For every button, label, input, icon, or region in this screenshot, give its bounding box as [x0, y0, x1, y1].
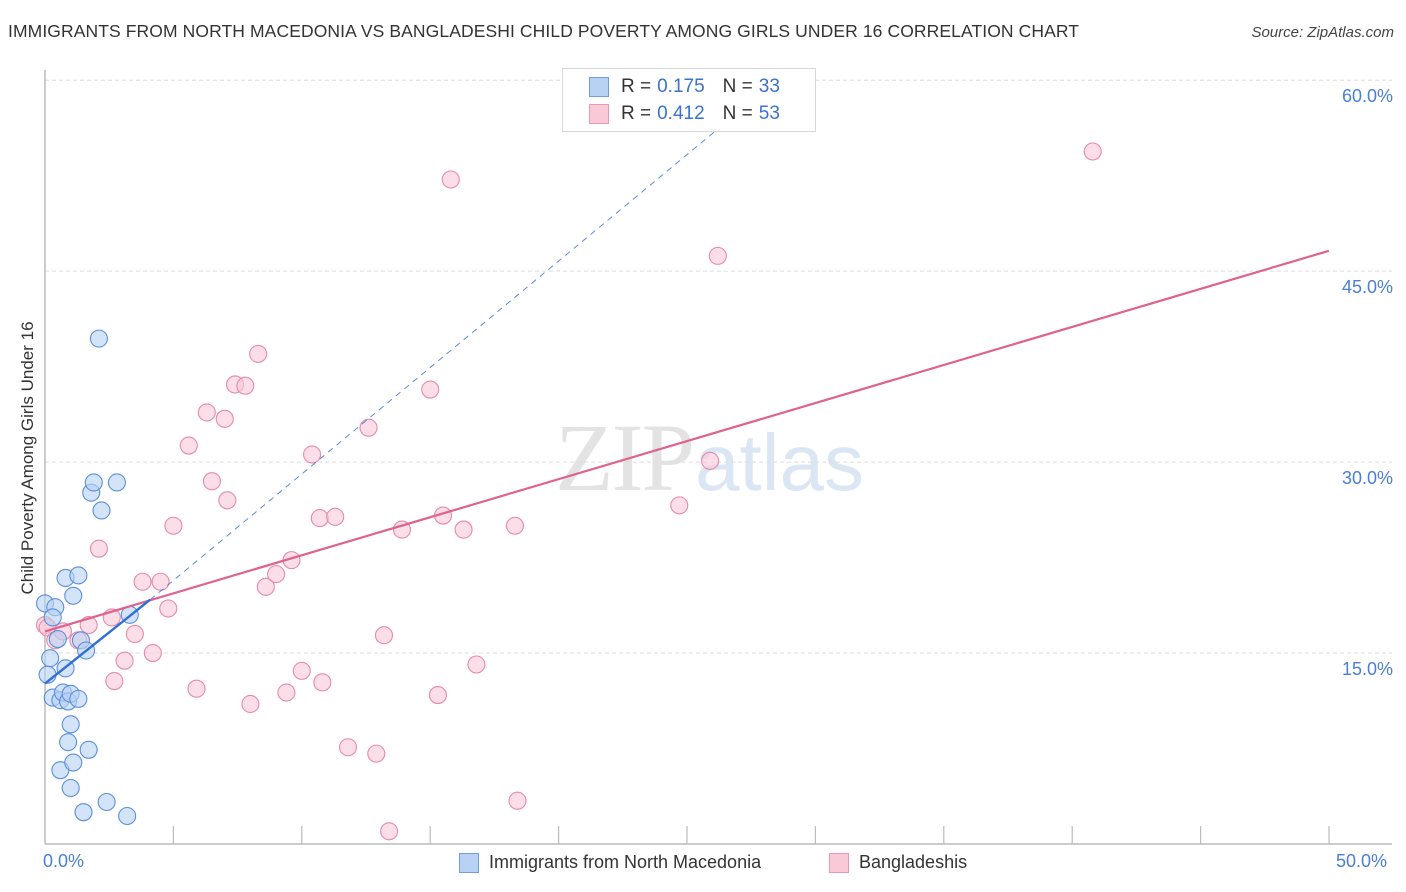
pink-swatch-icon — [829, 852, 849, 873]
data-point — [202, 472, 221, 491]
data-point — [441, 170, 460, 189]
data-point — [179, 436, 198, 455]
legend-row-bangladeshis: R = 0.412 N = 53 — [589, 102, 780, 126]
data-point — [215, 409, 234, 428]
bangladeshis-points — [35, 142, 1102, 841]
data-point — [89, 329, 108, 348]
data-point — [89, 539, 108, 558]
data-point — [48, 629, 67, 649]
data-point — [64, 586, 83, 605]
data-point — [133, 572, 152, 591]
data-point — [236, 376, 255, 395]
data-point — [43, 608, 62, 627]
data-point — [164, 516, 183, 535]
data-point — [61, 778, 80, 798]
data-point — [701, 451, 720, 470]
data-point — [421, 380, 440, 399]
data-point — [197, 403, 216, 422]
data-point — [310, 509, 329, 528]
n-label: N = — [722, 103, 753, 124]
blue-swatch-icon — [459, 852, 479, 873]
source-label: Source: ZipAtlas.com — [1251, 24, 1394, 41]
blue-swatch-icon — [589, 77, 609, 97]
data-point — [218, 491, 237, 510]
correlation-legend: R = 0.175 N = 33 R = 0.412 N = 53 — [562, 68, 816, 132]
data-point — [380, 822, 399, 841]
data-point — [84, 473, 103, 492]
data-point — [256, 577, 275, 596]
data-point — [338, 738, 358, 757]
y-tick-45: 45.0% — [1341, 277, 1393, 297]
legend-item-bangladeshis[interactable]: Bangladeshis — [829, 852, 967, 873]
data-point — [508, 791, 527, 810]
r-value: 0.175 — [657, 76, 705, 97]
pink-swatch-icon — [589, 104, 609, 124]
x-tick-50: 50.0% — [1336, 851, 1388, 871]
data-point — [97, 792, 116, 812]
legend-item-north-macedonia[interactable]: Immigrants from North Macedonia — [459, 852, 761, 873]
data-point — [41, 649, 60, 668]
n-label: N = — [722, 76, 753, 97]
data-point — [1083, 142, 1102, 161]
legend-label: Immigrants from North Macedonia — [489, 852, 762, 872]
data-point — [326, 507, 345, 526]
gridlines — [45, 79, 1392, 654]
north-macedonia-trend-line — [44, 598, 152, 685]
data-point — [292, 661, 311, 680]
n-value: 33 — [758, 76, 780, 97]
chart-title: IMMIGRANTS FROM NORTH MACEDONIA VS BANGL… — [8, 21, 1080, 41]
data-point — [241, 694, 260, 714]
y-axis-label: Child Poverty Among Girls Under 16 — [18, 321, 37, 595]
data-point — [359, 418, 378, 437]
trend-lines — [44, 111, 1330, 685]
data-point — [467, 655, 486, 674]
data-point — [105, 672, 124, 691]
r-label: R = — [621, 76, 652, 97]
axes-lines — [44, 70, 1392, 845]
data-point — [74, 803, 93, 822]
x-tick-0: 0.0% — [43, 851, 85, 871]
data-point — [367, 744, 386, 763]
y-tick-15: 15.0% — [1341, 659, 1393, 679]
data-point — [61, 715, 80, 734]
data-point — [249, 344, 268, 363]
data-point — [79, 740, 98, 759]
data-point — [125, 624, 144, 644]
data-point — [454, 520, 473, 539]
bangladeshis-trend-line — [44, 249, 1330, 633]
r-value: 0.412 — [657, 103, 705, 124]
data-point — [428, 686, 447, 705]
data-point — [64, 753, 83, 772]
data-point — [277, 683, 296, 702]
data-point — [159, 599, 178, 618]
data-point — [267, 565, 286, 584]
data-point — [69, 689, 88, 708]
data-point — [374, 626, 394, 645]
y-tick-60: 60.0% — [1341, 86, 1393, 106]
data-point — [708, 246, 727, 265]
data-point — [303, 445, 322, 464]
data-point — [151, 572, 170, 591]
data-point — [59, 733, 78, 752]
y-tick-30: 30.0% — [1341, 468, 1393, 488]
r-label: R = — [621, 103, 652, 124]
data-point — [143, 643, 162, 663]
data-point — [670, 496, 689, 515]
n-value: 53 — [758, 103, 780, 124]
data-point — [313, 673, 332, 692]
data-point — [115, 651, 134, 670]
data-point — [69, 566, 88, 585]
data-point — [505, 516, 524, 535]
north-macedonia-points — [35, 329, 139, 826]
data-point — [92, 501, 111, 520]
legend-label: Bangladeshis — [859, 852, 968, 872]
data-point — [118, 806, 137, 826]
legend-row-north-macedonia: R = 0.175 N = 33 — [589, 75, 780, 99]
data-point — [107, 473, 126, 492]
data-point — [187, 679, 206, 698]
